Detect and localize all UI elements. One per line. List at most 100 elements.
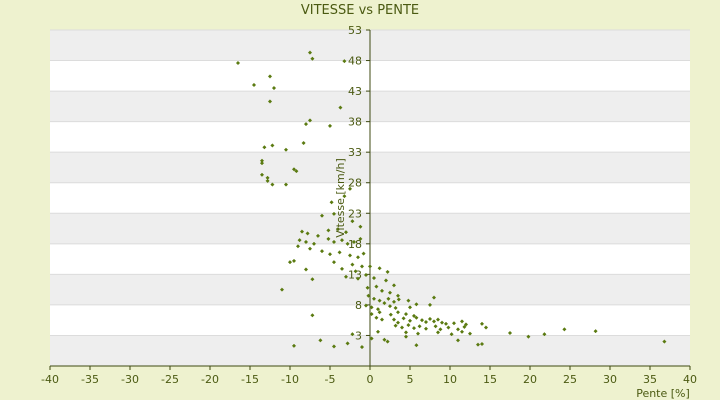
- data-point: [385, 269, 390, 275]
- data-point: [562, 327, 567, 332]
- data-point: [303, 121, 309, 127]
- data-point: [319, 213, 325, 218]
- data-point: [337, 250, 342, 255]
- data-point: [265, 178, 270, 183]
- x-tick-label: -40: [41, 373, 59, 386]
- data-point: [327, 123, 333, 128]
- data-point: [366, 293, 371, 298]
- data-point: [379, 288, 385, 293]
- data-point: [291, 167, 297, 172]
- data-point: [374, 284, 379, 289]
- data-point: [391, 299, 397, 304]
- data-point: [310, 56, 315, 61]
- data-point: [345, 341, 350, 346]
- data-point: [371, 296, 377, 301]
- data-point: [251, 82, 257, 88]
- data-point: [401, 316, 406, 321]
- y-tick-label: 23: [348, 207, 362, 220]
- data-point: [375, 329, 381, 334]
- data-point: [475, 342, 481, 347]
- data-point: [393, 305, 398, 311]
- data-point: [327, 252, 333, 257]
- data-point: [287, 260, 293, 265]
- data-point: [414, 315, 419, 320]
- data-point: [395, 293, 401, 298]
- data-point: [315, 233, 321, 238]
- data-point: [526, 334, 531, 339]
- y-tick-label: 33: [348, 146, 362, 159]
- data-point: [462, 324, 467, 329]
- x-tick-label: 25: [563, 373, 577, 386]
- data-point: [335, 227, 341, 232]
- data-point: [449, 332, 454, 337]
- data-point: [294, 169, 299, 174]
- data-point: [459, 329, 465, 334]
- data-point: [369, 305, 374, 310]
- data-point: [395, 320, 401, 325]
- data-point: [382, 337, 387, 342]
- data-point: [406, 298, 411, 303]
- data-point: [431, 295, 437, 300]
- data-point: [363, 272, 369, 278]
- data-point: [347, 186, 353, 191]
- data-point: [326, 228, 331, 233]
- data-point: [403, 334, 409, 339]
- data-point: [593, 329, 598, 334]
- data-point: [259, 161, 265, 166]
- data-point: [414, 302, 419, 307]
- x-axis-label: Pente [%]: [636, 387, 690, 400]
- data-point: [329, 200, 334, 205]
- x-tick-label: 10: [443, 373, 457, 386]
- x-tick-label: -5: [325, 373, 336, 386]
- data-point: [359, 264, 365, 269]
- data-point: [377, 298, 382, 303]
- x-tick-label: -25: [161, 373, 179, 386]
- data-point: [342, 194, 347, 199]
- data-point: [407, 305, 413, 310]
- y-tick-label: 48: [348, 55, 362, 68]
- data-point: [479, 341, 485, 347]
- data-point: [388, 312, 393, 317]
- data-point: [542, 332, 547, 337]
- data-point: [361, 251, 366, 256]
- data-point: [439, 320, 445, 325]
- data-point: [283, 182, 289, 187]
- data-point: [235, 60, 241, 66]
- data-point: [411, 313, 417, 318]
- data-point: [299, 229, 305, 234]
- data-point: [459, 319, 465, 324]
- x-tick-label: -15: [241, 373, 259, 386]
- x-tick-label: 5: [407, 373, 414, 386]
- data-point: [295, 244, 301, 249]
- data-point: [438, 327, 443, 332]
- data-point: [395, 310, 401, 315]
- data-point: [369, 311, 374, 317]
- data-point: [375, 307, 381, 312]
- data-point: [331, 260, 337, 265]
- data-point: [262, 145, 267, 150]
- data-point: [435, 317, 441, 322]
- data-point: [267, 74, 273, 79]
- x-tick-label: -30: [121, 373, 139, 386]
- data-point: [387, 304, 393, 309]
- y-tick-label: 8: [355, 299, 362, 312]
- x-tick-labels: -40 -35 -30 -25 -20 -15 -10 -5 0 5 10 15 20 25 30 35 40: [41, 366, 697, 386]
- x-tick-label: -35: [81, 373, 99, 386]
- data-point: [433, 324, 438, 329]
- data-point: [350, 219, 355, 224]
- data-point: [443, 321, 449, 326]
- data-point: [291, 258, 297, 264]
- data-point: [455, 327, 461, 332]
- data-point: [455, 338, 461, 343]
- data-point: [318, 338, 323, 343]
- data-point: [303, 267, 309, 272]
- data-point: [427, 302, 433, 307]
- data-point: [350, 332, 355, 337]
- data-point: [353, 269, 358, 274]
- data-point: [331, 239, 337, 245]
- data-point: [342, 59, 347, 64]
- data-point: [297, 238, 302, 243]
- data-point: [267, 99, 273, 104]
- x-tick-label: -10: [281, 373, 299, 386]
